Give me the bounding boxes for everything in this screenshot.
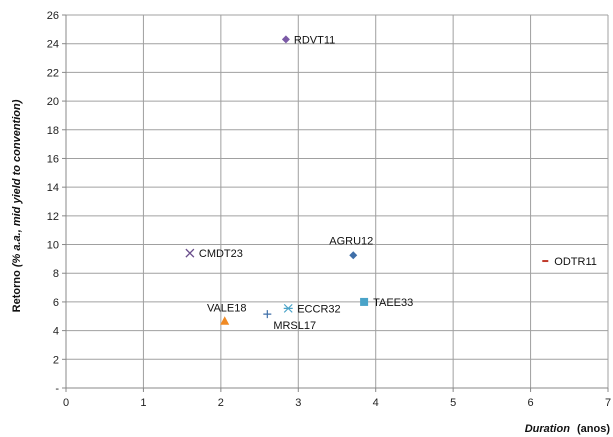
y-tick-label: 12 — [47, 211, 59, 223]
point-cmdt23-marker — [185, 248, 195, 258]
y-tick-label: 4 — [53, 326, 59, 338]
point-agru12-label: AGRU12 — [329, 235, 373, 247]
point-taee33-label: TAEE33 — [373, 297, 413, 309]
point-taee33-marker — [360, 297, 369, 306]
axes — [62, 14, 609, 392]
point-eccr32-label: ECCR32 — [297, 303, 340, 315]
point-vale18-label: VALE18 — [207, 302, 247, 314]
x-tick-label: 2 — [218, 397, 224, 409]
x-tick-label: 4 — [373, 397, 379, 409]
y-tick-label: 10 — [47, 240, 59, 252]
grid — [66, 14, 609, 388]
x-tick-label: 1 — [140, 397, 146, 409]
y-tick-label: - — [55, 383, 59, 395]
y-tick-label: 14 — [47, 182, 59, 194]
y-tick-label: 24 — [47, 39, 59, 51]
point-eccr32-marker — [283, 303, 293, 313]
y-tick-label: 8 — [53, 268, 59, 280]
y-tick-label: 2 — [53, 354, 59, 366]
y-tick-label: 20 — [47, 96, 59, 108]
point-mrsl17-marker — [263, 310, 272, 319]
x-tick-label: 6 — [528, 397, 534, 409]
x-tick-label: 5 — [450, 397, 456, 409]
x-axis-title-unit: (anos) — [577, 423, 610, 435]
y-tick-label: 22 — [47, 67, 59, 79]
x-tick-labels: 0 1 2 3 4 5 6 7 — [63, 397, 611, 409]
data-points — [185, 35, 549, 325]
x-axis-title-main: Duration — [525, 423, 571, 435]
point-labels: RDVT11 AGRU12 CMDT23 ODTR11 TAEE33 ECCR32 MRSL… — [199, 34, 597, 332]
x-tick-label: 0 — [63, 397, 69, 409]
x-tick-label: 7 — [605, 397, 611, 409]
x-tick-label: 3 — [295, 397, 301, 409]
point-rdvt11-marker — [281, 35, 290, 44]
y-tick-label: 6 — [53, 297, 59, 309]
point-odtr11-marker — [542, 260, 549, 263]
y-tick-label: 26 — [47, 10, 59, 22]
point-cmdt23-label: CMDT23 — [199, 248, 243, 260]
y-tick-label: 16 — [47, 153, 59, 165]
y-tick-label: 18 — [47, 125, 59, 137]
point-odtr11-label: ODTR11 — [554, 256, 597, 268]
point-mrsl17-label: MRSL17 — [273, 320, 316, 332]
x-axis-title: Duration (anos) — [525, 423, 611, 435]
point-vale18-marker — [220, 316, 230, 325]
point-rdvt11-label: RDVT11 — [294, 34, 335, 46]
y-axis-title: Retorno (% a.a., mid yield to convention… — [11, 99, 23, 312]
y-axis-title-prefix: Retorno — [11, 270, 23, 312]
y-axis-title-detail: (% a.a., mid yield to convention) — [11, 99, 23, 267]
point-agru12-marker — [349, 251, 358, 260]
